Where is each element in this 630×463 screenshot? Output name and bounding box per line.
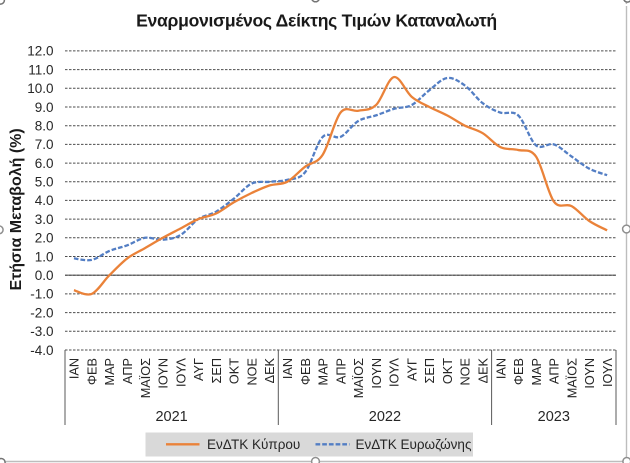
svg-text:ΜΑΡ: ΜΑΡ: [530, 358, 544, 386]
svg-text:ΑΠΡ: ΑΠΡ: [334, 358, 348, 384]
svg-text:10.0: 10.0: [27, 81, 53, 96]
svg-text:ΜΑΡ: ΜΑΡ: [317, 358, 331, 386]
svg-text:5.0: 5.0: [35, 175, 54, 190]
svg-text:ΜΑΪΟΣ: ΜΑΪΟΣ: [565, 358, 579, 398]
svg-text:ΙΑΝ: ΙΑΝ: [494, 358, 508, 379]
svg-text:ΟΚΤ: ΟΚΤ: [441, 358, 455, 384]
svg-text:-4.0: -4.0: [30, 343, 53, 358]
svg-text:ΔΕΚ: ΔΕΚ: [263, 357, 277, 383]
svg-text:-1.0: -1.0: [30, 287, 53, 302]
svg-text:ΑΥΓ: ΑΥΓ: [192, 358, 206, 381]
svg-text:ΙΟΥΝ: ΙΟΥΝ: [583, 358, 597, 389]
svg-text:ΙΟΥΝ: ΙΟΥΝ: [157, 358, 171, 389]
svg-text:ΙΑΝ: ΙΑΝ: [68, 358, 82, 379]
svg-text:ΙΟΥΛ: ΙΟΥΛ: [174, 357, 188, 387]
svg-text:ΜΑΪΟΣ: ΜΑΪΟΣ: [352, 358, 366, 398]
svg-text:4.0: 4.0: [35, 193, 54, 208]
svg-text:6.0: 6.0: [35, 156, 54, 171]
svg-text:ΙΟΥΛ: ΙΟΥΛ: [388, 357, 402, 387]
svg-text:12.0: 12.0: [27, 44, 53, 59]
svg-text:ΦΕΒ: ΦΕΒ: [512, 358, 526, 385]
svg-text:ΙΟΥΛ: ΙΟΥΛ: [601, 357, 615, 387]
svg-text:2023: 2023: [538, 409, 570, 425]
svg-text:ΜΑΪΟΣ: ΜΑΪΟΣ: [139, 358, 153, 398]
svg-text:2022: 2022: [369, 409, 401, 425]
svg-text:-2.0: -2.0: [30, 305, 53, 320]
svg-text:ΕνΔΤΚ Ευρωζώνης: ΕνΔΤΚ Ευρωζώνης: [356, 437, 472, 452]
svg-text:ΝΟΕ: ΝΟΕ: [245, 358, 259, 386]
svg-text:ΙΑΝ: ΙΑΝ: [281, 358, 295, 379]
svg-text:ΑΠΡ: ΑΠΡ: [548, 358, 562, 384]
svg-text:ΝΟΕ: ΝΟΕ: [459, 358, 473, 386]
svg-text:Ετήσια Μεταβολή (%): Ετήσια Μεταβολή (%): [8, 128, 25, 290]
svg-text:ΔΕΚ: ΔΕΚ: [477, 357, 491, 383]
svg-text:ΣΕΠ: ΣΕΠ: [210, 358, 224, 383]
svg-text:ΦΕΒ: ΦΕΒ: [86, 358, 100, 385]
svg-text:1.0: 1.0: [35, 249, 54, 264]
svg-text:ΜΑΡ: ΜΑΡ: [103, 358, 117, 386]
svg-text:Εναρμονισμένος Δείκτης Τιμών Κ: Εναρμονισμένος Δείκτης Τιμών Καταναλωτή: [136, 10, 497, 30]
svg-text:ΙΟΥΝ: ΙΟΥΝ: [370, 358, 384, 389]
svg-text:ΦΕΒ: ΦΕΒ: [299, 358, 313, 385]
svg-text:ΟΚΤ: ΟΚΤ: [228, 358, 242, 384]
svg-text:2.0: 2.0: [35, 231, 54, 246]
svg-text:2021: 2021: [155, 409, 187, 425]
svg-text:11.0: 11.0: [28, 62, 53, 77]
svg-text:-3.0: -3.0: [30, 324, 53, 339]
svg-text:9.0: 9.0: [35, 100, 54, 115]
svg-text:8.0: 8.0: [35, 119, 54, 134]
svg-text:0.0: 0.0: [35, 268, 54, 283]
svg-text:ΑΠΡ: ΑΠΡ: [121, 358, 135, 384]
svg-text:ΣΕΠ: ΣΕΠ: [423, 358, 437, 383]
svg-text:3.0: 3.0: [35, 212, 54, 227]
svg-text:7.0: 7.0: [35, 137, 54, 152]
svg-text:ΕνΔΤΚ Κύπρου: ΕνΔΤΚ Κύπρου: [207, 437, 300, 452]
svg-text:ΑΥΓ: ΑΥΓ: [405, 358, 419, 381]
